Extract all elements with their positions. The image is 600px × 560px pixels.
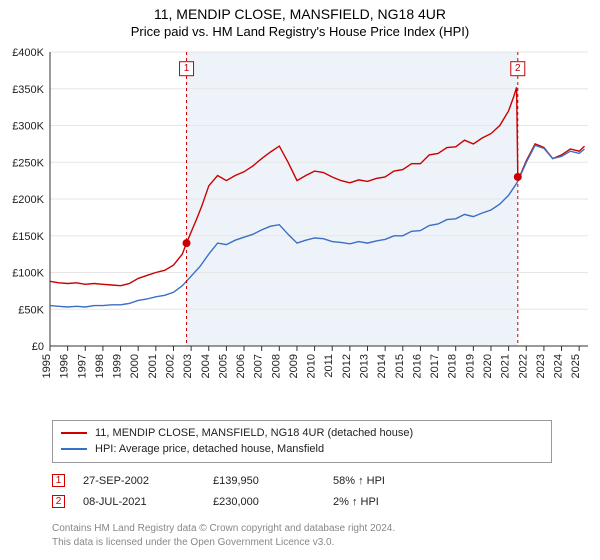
x-tick-label: 2000 bbox=[129, 354, 141, 378]
event-badge-number: 1 bbox=[184, 63, 190, 74]
y-tick-label: £350K bbox=[12, 84, 44, 96]
x-tick-label: 2019 bbox=[464, 354, 476, 378]
x-tick-label: 2024 bbox=[553, 354, 565, 378]
x-tick-label: 2014 bbox=[376, 354, 388, 378]
x-tick-label: 2020 bbox=[482, 354, 494, 378]
x-tick-label: 2016 bbox=[411, 354, 423, 378]
x-tick-label: 2015 bbox=[394, 354, 406, 378]
licence-line-2: This data is licensed under the Open Gov… bbox=[52, 536, 395, 550]
x-tick-label: 2005 bbox=[217, 354, 229, 378]
chart-svg: £0 £50K £100K £150K £200K £250K £300K £350K £400… bbox=[0, 46, 600, 416]
x-tick-label: 2022 bbox=[517, 354, 529, 378]
event-dot bbox=[514, 173, 522, 181]
y-tick-label: £400K bbox=[12, 47, 44, 59]
y-tick-label: £100K bbox=[12, 268, 44, 280]
event-dot bbox=[183, 239, 191, 247]
legend-label: 11, MENDIP CLOSE, MANSFIELD, NG18 4UR (d… bbox=[95, 425, 413, 441]
legend-label: HPI: Average price, detached house, Mans… bbox=[95, 441, 324, 457]
x-tick-label: 2010 bbox=[306, 354, 318, 378]
legend-swatch bbox=[61, 432, 87, 434]
x-tick-label: 2008 bbox=[270, 354, 282, 378]
event-row: 1 27-SEP-2002£139,95058% ↑ HPI bbox=[52, 474, 552, 487]
page-subtitle: Price paid vs. HM Land Registry's House … bbox=[0, 24, 600, 39]
y-tick-label: £150K bbox=[12, 231, 44, 243]
event-row: 2 08-JUL-2021£230,0002% ↑ HPI bbox=[52, 495, 552, 508]
x-tick-label: 1999 bbox=[112, 354, 124, 378]
x-tick-label: 2021 bbox=[500, 354, 512, 378]
y-tick-label: £0 bbox=[32, 341, 44, 353]
x-tick-label: 1996 bbox=[59, 354, 71, 378]
x-tick-label: 2007 bbox=[253, 354, 265, 378]
event-marker-badge: 2 bbox=[52, 495, 65, 508]
sale-events: 1 27-SEP-2002£139,95058% ↑ HPI 2 08-JUL-202… bbox=[52, 466, 552, 508]
y-tick-label: £250K bbox=[12, 157, 44, 169]
event-price: £230,000 bbox=[213, 496, 333, 508]
x-tick-label: 1995 bbox=[41, 354, 53, 378]
x-tick-label: 2012 bbox=[341, 354, 353, 378]
page-title: 11, MENDIP CLOSE, MANSFIELD, NG18 4UR bbox=[0, 6, 600, 22]
event-delta: 2% ↑ HPI bbox=[333, 496, 552, 508]
x-tick-label: 2023 bbox=[535, 354, 547, 378]
licence-line-1: Contains HM Land Registry data © Crown c… bbox=[52, 522, 395, 536]
licence-footer: Contains HM Land Registry data © Crown c… bbox=[52, 522, 395, 550]
legend-swatch bbox=[61, 448, 87, 450]
x-tick-label: 2003 bbox=[182, 354, 194, 378]
event-date: 27-SEP-2002 bbox=[83, 475, 213, 487]
y-tick-label: £50K bbox=[18, 304, 44, 316]
x-tick-label: 2017 bbox=[429, 354, 441, 378]
x-tick-label: 2011 bbox=[323, 354, 335, 378]
legend-row: 11, MENDIP CLOSE, MANSFIELD, NG18 4UR (d… bbox=[61, 425, 543, 441]
price-chart: £0 £50K £100K £150K £200K £250K £300K £350K £400… bbox=[0, 46, 600, 416]
event-date: 08-JUL-2021 bbox=[83, 496, 213, 508]
event-price: £139,950 bbox=[213, 475, 333, 487]
x-tick-label: 2001 bbox=[147, 354, 159, 378]
x-tick-label: 1997 bbox=[76, 354, 88, 378]
event-delta: 58% ↑ HPI bbox=[333, 475, 552, 487]
y-tick-label: £200K bbox=[12, 194, 44, 206]
legend-row: HPI: Average price, detached house, Mans… bbox=[61, 441, 543, 457]
event-badge-number: 2 bbox=[515, 63, 521, 74]
event-marker-badge: 1 bbox=[52, 474, 65, 487]
legend: 11, MENDIP CLOSE, MANSFIELD, NG18 4UR (d… bbox=[52, 420, 552, 463]
x-tick-label: 2018 bbox=[447, 354, 459, 378]
x-tick-label: 2025 bbox=[570, 354, 582, 378]
x-tick-label: 2006 bbox=[235, 354, 247, 378]
x-tick-label: 2004 bbox=[200, 354, 212, 378]
x-tick-label: 1998 bbox=[94, 354, 106, 378]
x-tick-label: 2002 bbox=[164, 354, 176, 378]
y-tick-label: £300K bbox=[12, 121, 44, 133]
x-tick-label: 2013 bbox=[359, 354, 371, 378]
x-tick-label: 2009 bbox=[288, 354, 300, 378]
